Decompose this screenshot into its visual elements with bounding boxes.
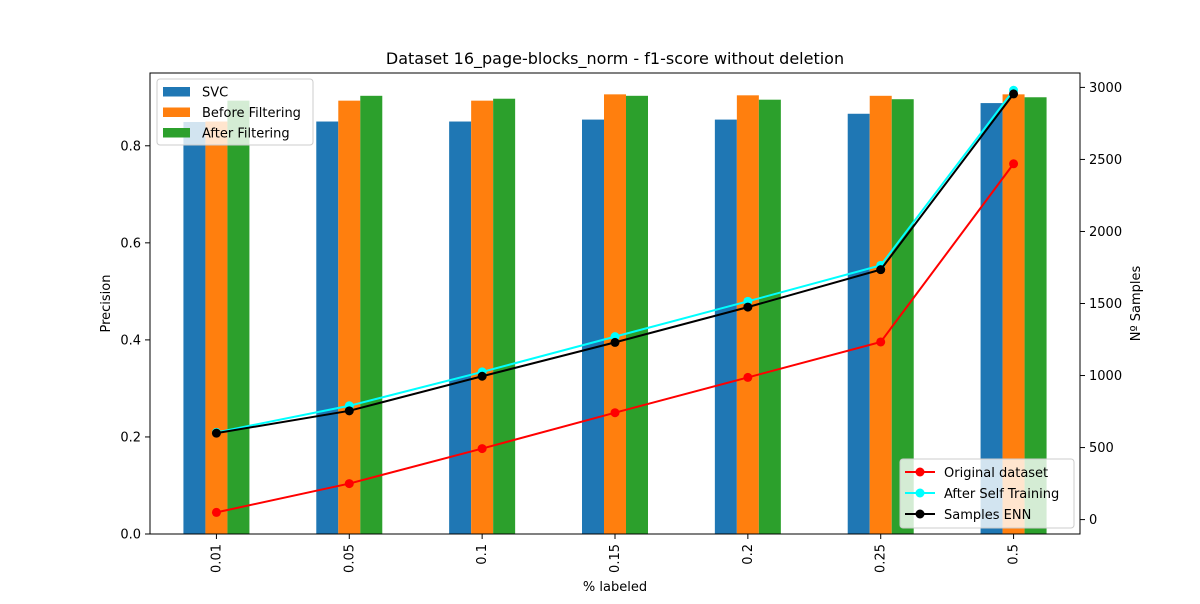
legend-marker (915, 467, 925, 477)
x-tick-label: 0.1 (475, 544, 490, 565)
legend-box (899, 458, 1075, 529)
x-tick-label: 0.05 (342, 544, 357, 573)
bar (758, 99, 781, 534)
y-ticks-right: 0 500 1000 1500 2000 2500 3000 (1080, 81, 1122, 528)
x-tick-label: 0.2 (741, 544, 756, 565)
bar (736, 95, 759, 534)
legend-marker (915, 488, 925, 498)
legend-swatch (163, 107, 190, 117)
x-tick-label: 0.15 (608, 544, 623, 573)
y-tick-label-right: 1000 (1089, 369, 1122, 384)
legend-lines: Original dataset After Self Training Sampl… (899, 458, 1075, 529)
bar (1002, 94, 1025, 535)
x-tick-label: 0.5 (1007, 544, 1022, 565)
y-tick-label: 0.2 (120, 430, 141, 445)
bar (869, 95, 892, 534)
bar (205, 121, 228, 535)
chart-title: Dataset 16_page-blocks_norm - f1-score w… (386, 49, 844, 69)
x-ticks: 0.01 0.05 0.1 0.15 0.2 0.25 0.5 (209, 534, 1022, 573)
y-ticks-left: 0.0 0.2 0.4 0.6 0.8 (120, 139, 150, 543)
bar (626, 95, 648, 534)
y-tick-label: 0.0 (120, 528, 141, 543)
legend-label: Samples ENN (944, 508, 1031, 523)
legend-box (156, 78, 314, 146)
x-tick-label: 0.25 (874, 544, 889, 573)
legend-bars: SVC Before Filtering After Filtering (156, 78, 314, 146)
legend-label: After Filtering (202, 127, 290, 142)
bar (980, 103, 1003, 535)
legend-label: Before Filtering (202, 106, 301, 121)
series-point (344, 406, 354, 416)
series-point (743, 372, 753, 382)
series-point (477, 371, 487, 381)
bar (1024, 97, 1047, 535)
bar (471, 100, 494, 534)
series-point (876, 265, 886, 275)
series-point (610, 408, 620, 418)
series-point (211, 507, 221, 517)
y-axis-label-right: Nº Samples (1129, 266, 1144, 342)
bar (227, 100, 250, 534)
y-tick-label: 0.8 (120, 139, 141, 154)
bar (338, 100, 361, 534)
legend-label: SVC (202, 86, 228, 101)
series-point (1009, 159, 1019, 169)
series-point (876, 337, 886, 347)
legend-label: Original dataset (944, 466, 1048, 481)
series-point (211, 428, 221, 438)
series-point (477, 444, 487, 454)
y-tick-label-right: 2500 (1089, 153, 1122, 168)
y-tick-label-right: 3000 (1089, 81, 1122, 96)
bar (316, 121, 339, 535)
y-tick-label: 0.4 (120, 333, 141, 348)
bar (714, 119, 737, 534)
legend-swatch (163, 128, 190, 138)
y-tick-label: 0.6 (120, 236, 141, 251)
bar (449, 121, 472, 535)
legend-swatch (163, 87, 190, 97)
bar (183, 122, 206, 534)
bar (847, 113, 870, 534)
series-point (344, 479, 354, 489)
bar (604, 94, 626, 535)
x-tick-label: 0.01 (209, 544, 224, 573)
bar (493, 98, 516, 535)
series-point (1009, 89, 1019, 99)
bar (360, 95, 383, 534)
legend-label: After Self Training (944, 487, 1059, 502)
legend-marker (915, 509, 925, 519)
bars-layer (183, 94, 1047, 535)
series-point (743, 302, 753, 312)
y-tick-label-right: 0 (1089, 513, 1097, 528)
lines-layer (211, 85, 1019, 517)
series-point (610, 337, 620, 347)
bar (582, 119, 604, 534)
y-axis-label: Precision (99, 274, 114, 332)
y-tick-label-right: 1500 (1089, 297, 1122, 312)
y-tick-label-right: 2000 (1089, 225, 1122, 240)
y-tick-label-right: 500 (1089, 441, 1114, 456)
x-axis-label: % labeled (583, 580, 647, 595)
bar (891, 99, 914, 534)
